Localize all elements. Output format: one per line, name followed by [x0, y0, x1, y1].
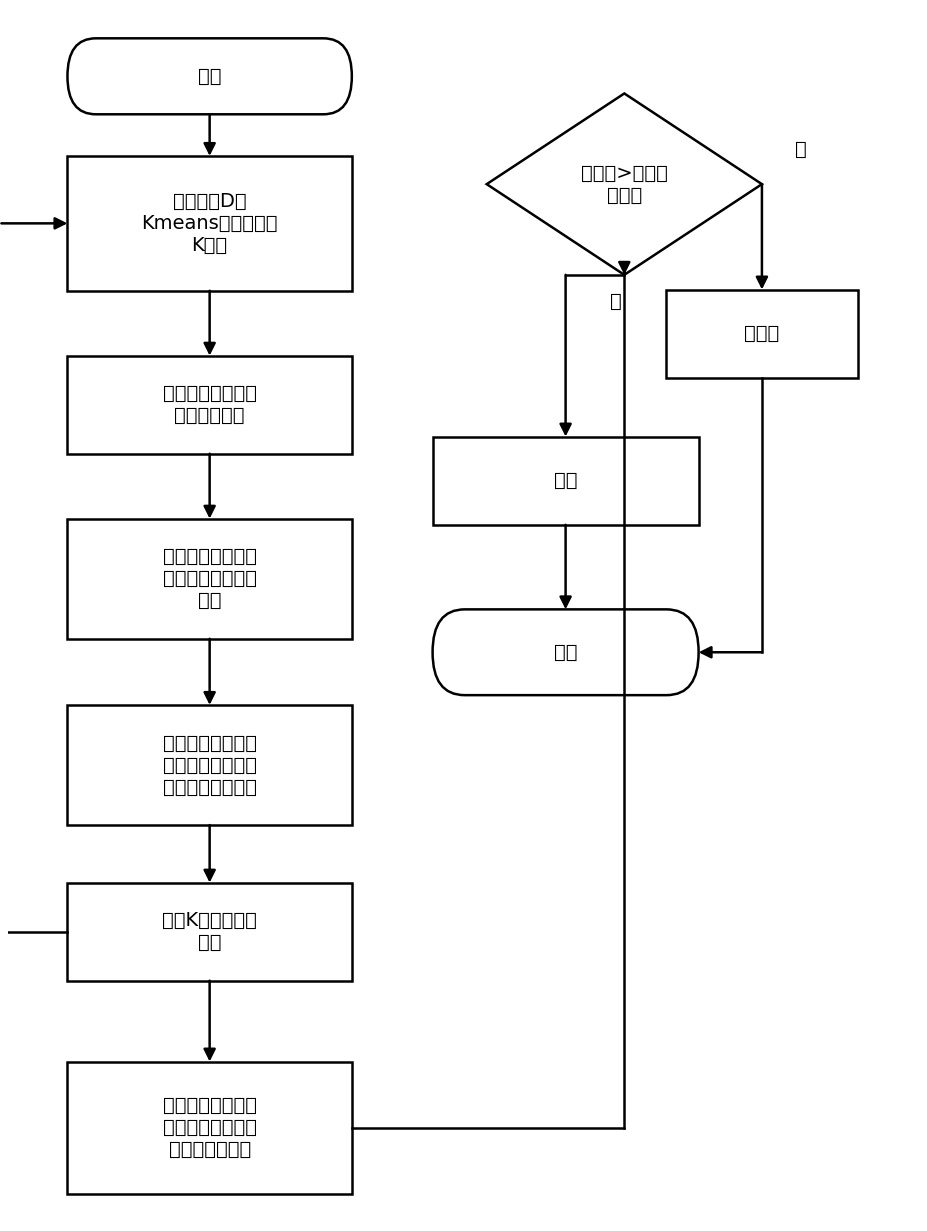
- Bar: [68, 883, 351, 981]
- Bar: [68, 356, 351, 454]
- Text: 结束: 结束: [553, 643, 577, 662]
- Text: 对每个样本在所有
粒度下求得的改进
相对密度求均值: 对每个样本在所有 粒度下求得的改进 相对密度求均值: [162, 1097, 257, 1160]
- Text: 改变K值，重复此
过程: 改变K值，重复此 过程: [162, 911, 257, 952]
- Polygon shape: [486, 94, 761, 275]
- Text: 此均值>所设噪
声阈值: 此均值>所设噪 声阈值: [580, 164, 667, 204]
- Text: 分别计算每个簇正
负样本的质心: 分别计算每个簇正 负样本的质心: [162, 384, 257, 425]
- FancyBboxPatch shape: [432, 609, 698, 696]
- Bar: [665, 289, 857, 378]
- Text: 将数据集D用
Kmeans算法划分为
K个簇: 将数据集D用 Kmeans算法划分为 K个簇: [141, 192, 277, 255]
- Text: 求的这个距离的比
值，作为此粒度下
改进相对密度的值: 求的这个距离的比 值，作为此粒度下 改进相对密度的值: [162, 734, 257, 796]
- Text: 开始: 开始: [197, 66, 222, 86]
- Bar: [68, 156, 351, 291]
- Text: 非噪声: 非噪声: [743, 324, 779, 343]
- Text: 否: 否: [794, 140, 806, 159]
- Bar: [68, 705, 351, 825]
- Bar: [68, 1061, 351, 1194]
- Text: 是: 是: [610, 292, 621, 311]
- FancyBboxPatch shape: [68, 38, 351, 114]
- Bar: [68, 518, 351, 639]
- Bar: [432, 437, 698, 524]
- Text: 计算每一个样本到
所在簇两个质心的
距离: 计算每一个样本到 所在簇两个质心的 距离: [162, 548, 257, 611]
- Text: 噪声: 噪声: [553, 471, 577, 490]
